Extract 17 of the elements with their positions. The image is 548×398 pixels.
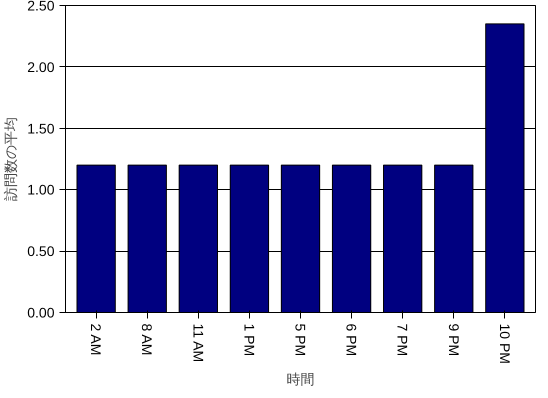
x-tick-label: 5 PM: [292, 324, 308, 356]
x-tick-label: 8 AM: [139, 324, 156, 356]
x-tick-label: 10 PM: [496, 324, 513, 364]
x-tick-label: 7 PM: [394, 324, 411, 356]
y-tick-label: 2.00: [27, 58, 55, 75]
y-tick-label: 0.00: [27, 304, 55, 320]
x-tick-label: 9 PM: [446, 324, 462, 356]
x-tick-label: 1 PM: [241, 324, 258, 356]
y-tick-label: 1.00: [27, 182, 55, 198]
y-tick-label: 1.50: [27, 120, 55, 136]
y-tick-label: 0.50: [27, 243, 55, 260]
y-axis-title: 訪問数の平均: [3, 117, 20, 201]
x-tick-label: 11 AM: [190, 324, 206, 362]
x-tick-label: 6 PM: [344, 324, 360, 356]
x-tick-label: 2 AM: [88, 324, 104, 356]
x-axis-title: 時間: [286, 372, 314, 388]
y-tick-label: 2.50: [27, 0, 55, 14]
